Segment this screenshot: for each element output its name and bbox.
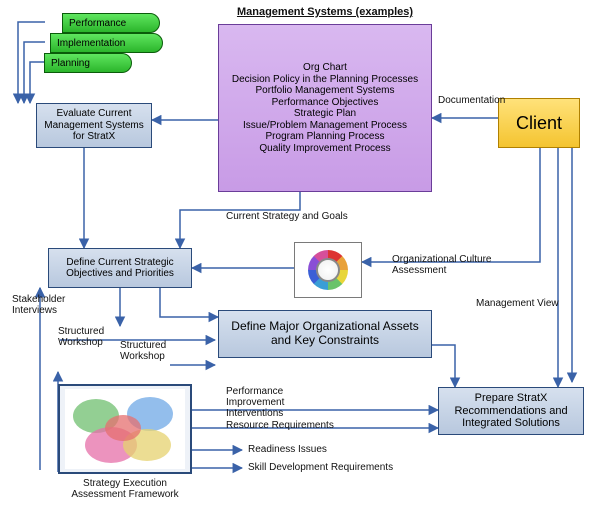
label-org-culture: Organizational Culture Assessment <box>392 254 502 276</box>
arrow-defobj-assets2 <box>160 288 218 317</box>
tab-performance: Performance <box>62 13 160 33</box>
mgmt-title: Management Systems (examples) <box>220 6 430 18</box>
label-resource-req: Resource Requirements <box>226 420 356 431</box>
client-box: Client <box>498 98 580 148</box>
arrow-plan-eval <box>30 62 45 103</box>
seaf-box <box>58 384 192 474</box>
arrow-impl-eval <box>24 42 45 103</box>
tab-planning-label: Planning <box>51 58 90 69</box>
label-skill-dev: Skill Development Requirements <box>248 462 393 473</box>
label-documentation: Documentation <box>438 95 505 106</box>
culture-wheel-box <box>294 242 362 298</box>
tab-performance-label: Performance <box>69 18 126 29</box>
label-structured-2: Structured Workshop <box>120 340 190 362</box>
seaf-graphic <box>65 389 185 469</box>
label-mgmt-view: Management View <box>476 298 576 309</box>
mgmt-list-box: Org Chart Decision Policy in the Plannin… <box>218 24 432 192</box>
label-structured-1: Structured Workshop <box>58 326 128 348</box>
culture-wheel-icon <box>308 250 348 290</box>
seaf-caption: Strategy Execution Assessment Framework <box>58 478 192 500</box>
prepare-box: Prepare StratX Recommendations and Integ… <box>438 387 584 435</box>
tab-implementation: Implementation <box>50 33 163 53</box>
define-objectives-box: Define Current Strategic Objectives and … <box>48 248 192 288</box>
label-current-strategy: Current Strategy and Goals <box>226 211 348 222</box>
label-stakeholder: Stakeholder Interviews <box>12 294 82 316</box>
tab-implementation-label: Implementation <box>57 38 125 49</box>
label-perf-improve: Performance Improvement Interventions <box>226 386 316 419</box>
arrow-assets-prepare <box>432 345 455 387</box>
tab-planning: Planning <box>44 53 132 73</box>
define-assets-box: Define Major Organizational Assets and K… <box>218 310 432 358</box>
evaluate-box: Evaluate Current Management Systems for … <box>36 103 152 148</box>
label-readiness: Readiness Issues <box>248 444 327 455</box>
